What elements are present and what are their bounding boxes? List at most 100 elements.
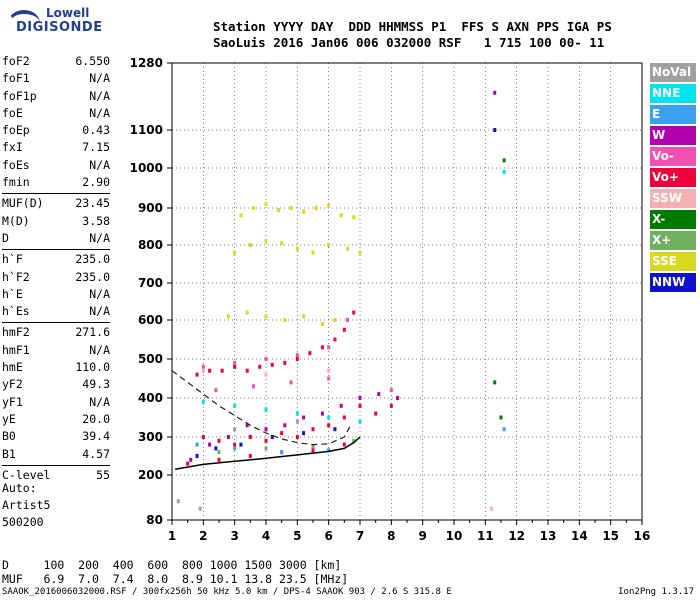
param-separator	[2, 249, 110, 251]
x-tick-label: 5	[293, 529, 301, 543]
data-point	[302, 314, 306, 319]
data-point	[502, 158, 506, 163]
param-row: h`F 235.0	[2, 252, 110, 269]
data-point	[295, 435, 299, 439]
data-point	[302, 209, 306, 214]
footer-file-info: SAAOK_2016006032000.RSF / 300fx256h 50 k…	[2, 587, 452, 597]
data-point	[248, 454, 252, 458]
legend-item: SSW	[650, 189, 696, 208]
x-tick-label: 7	[356, 529, 364, 543]
data-point	[327, 243, 331, 247]
param-name: foF1p	[2, 88, 37, 103]
param-name: foE	[2, 105, 23, 120]
data-point	[320, 321, 324, 326]
auto-line2: Artist5	[2, 498, 51, 512]
data-point	[502, 170, 506, 174]
data-point	[352, 310, 356, 315]
data-point	[374, 411, 378, 416]
footer-distance-line: D 100 200 400 600 800 1000 1500 3000 [km…	[2, 558, 342, 572]
data-point	[214, 388, 218, 393]
y-tick-label: 1000	[130, 161, 163, 175]
x-tick-label: 2	[199, 529, 207, 543]
param-value: 110.0	[75, 360, 110, 375]
param-row: yE 20.0	[2, 412, 110, 429]
param-row: fxI 7.15	[2, 140, 110, 157]
param-value: 6.550	[75, 54, 110, 68]
data-point	[358, 419, 362, 424]
param-row: foF1 N/A	[2, 71, 110, 88]
x-tick-label: 10	[446, 529, 463, 543]
param-value: N/A	[89, 157, 110, 172]
param-value: 235.0	[75, 269, 110, 284]
legend: NoVal NNE E W Vo- Vo+ SSW X- X+ SSE NNW	[650, 63, 696, 294]
param-value: 4.57	[82, 446, 110, 461]
auto-info: Auto: Artist5 500200	[2, 480, 50, 531]
param-name: h`F2	[2, 269, 30, 284]
y-tick-label: 600	[138, 313, 163, 327]
data-point	[358, 250, 362, 255]
data-point	[289, 380, 293, 385]
data-point	[333, 427, 337, 432]
param-name: B1	[2, 446, 16, 461]
param-row: foEs N/A	[2, 158, 110, 175]
data-point	[233, 250, 237, 255]
param-name: foF2	[2, 54, 30, 68]
data-point	[220, 368, 224, 373]
legend-item: X-	[650, 210, 696, 229]
logo-line1: Lowell	[46, 6, 90, 20]
data-point	[233, 360, 237, 365]
data-point	[233, 446, 237, 451]
data-point	[311, 448, 315, 453]
param-value: N/A	[89, 105, 110, 120]
data-point	[264, 407, 268, 412]
y-tick-label: 700	[138, 276, 163, 290]
data-point	[358, 403, 362, 408]
data-point	[226, 314, 230, 319]
param-row: D N/A	[2, 231, 110, 248]
data-point	[264, 314, 268, 319]
logo-line2: DIGISONDE	[16, 20, 103, 35]
parameter-list: foF2 6.550 foF1 N/A foF1p N/A foE N/A foEp 0.43 fx…	[2, 54, 110, 485]
param-row: fmin 2.90	[2, 175, 110, 192]
data-point	[283, 423, 287, 428]
param-name: M(D)	[2, 213, 30, 228]
param-row: hmF1 N/A	[2, 343, 110, 360]
data-point	[289, 206, 293, 210]
auto-line3: 500200	[2, 515, 44, 529]
data-point	[502, 427, 506, 432]
data-point	[195, 372, 199, 377]
param-name: h`Es	[2, 304, 30, 319]
data-point	[176, 499, 180, 504]
param-value: N/A	[89, 342, 110, 357]
param-value: N/A	[89, 230, 110, 245]
param-name: D	[2, 230, 9, 245]
param-name: yE	[2, 411, 16, 426]
data-point	[217, 438, 221, 443]
param-value: N/A	[89, 394, 110, 409]
param-name: yF1	[2, 394, 23, 409]
data-point	[352, 438, 356, 443]
param-row: hmE 110.0	[2, 360, 110, 377]
param-name: fxI	[2, 140, 23, 155]
data-point	[201, 364, 205, 369]
legend-item: NNW	[650, 273, 696, 292]
data-point	[311, 250, 315, 255]
data-point	[396, 396, 400, 400]
data-point	[339, 403, 343, 408]
data-point	[245, 423, 249, 428]
data-point	[248, 435, 252, 439]
param-value: N/A	[89, 88, 110, 103]
data-point	[320, 411, 324, 416]
x-tick-label: 14	[571, 529, 588, 543]
data-point	[327, 368, 331, 373]
data-point	[233, 403, 237, 408]
data-point	[270, 435, 274, 439]
param-row: yF2 49.3	[2, 377, 110, 394]
data-point	[342, 442, 346, 447]
data-point	[327, 448, 331, 453]
param-value: 55	[96, 467, 110, 482]
param-name: MUF(D)	[2, 196, 44, 211]
param-row: foEp 0.43	[2, 123, 110, 140]
data-point	[248, 243, 252, 247]
